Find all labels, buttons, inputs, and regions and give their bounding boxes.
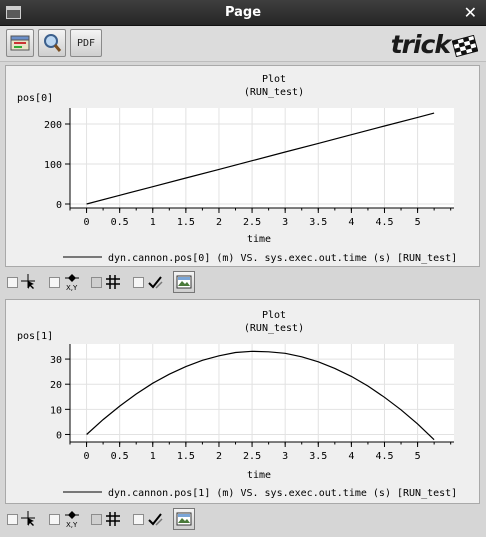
legend-entry: dyn.cannon.pos[0] (m) VS. sys.exec.out.t… — [108, 253, 457, 264]
plot-subtitle: (RUN_test) — [244, 323, 304, 334]
check-pencil-icon — [148, 276, 163, 289]
x-tick-label: 2.5 — [243, 451, 261, 462]
xy-readout-toggle[interactable]: X,Y — [49, 510, 81, 528]
crosshair-toggle[interactable] — [7, 510, 37, 528]
plot-1-canvas: Plot (RUN_test) pos[0] time dyn.cannon.p… — [17, 74, 457, 264]
x-tick-label: 1.5 — [177, 451, 195, 462]
crosshair-checkbox[interactable] — [7, 276, 18, 288]
plot-image-button[interactable] — [173, 271, 195, 293]
crosshair-cursor-icon — [21, 274, 35, 289]
y-axis-label: pos[1] — [17, 331, 53, 342]
y-tick-label: 30 — [50, 355, 62, 366]
x-tick-label: 2 — [216, 217, 222, 228]
x-tick-label: 1 — [150, 217, 156, 228]
x-tick-label: 2 — [216, 451, 222, 462]
close-icon[interactable]: ✕ — [463, 3, 477, 22]
y-tick-label: 20 — [50, 380, 62, 391]
x-tick-label: 4.5 — [375, 217, 393, 228]
svg-text:X,Y: X,Y — [66, 521, 78, 528]
window-titlebar[interactable]: Page ✕ — [0, 0, 486, 26]
grid-icon — [106, 275, 120, 289]
plot-area: 0 0.5 1 1.5 2 2.5 3 3.5 4 4.5 5 0 100 200 — [44, 108, 454, 228]
x-tick-label: 3.5 — [309, 217, 327, 228]
checkered-flag-icon — [452, 35, 478, 57]
antialias-toggle[interactable] — [133, 510, 163, 528]
y-tick-label: 0 — [56, 430, 62, 441]
plot-background — [70, 344, 454, 442]
picture-icon — [176, 512, 192, 526]
y-axis-label: pos[0] — [17, 93, 53, 104]
y-tick-label: 10 — [50, 405, 62, 416]
properties-icon — [10, 35, 30, 51]
y-tick-label: 100 — [44, 160, 62, 171]
x-tick-label: 0.5 — [111, 217, 129, 228]
plot-area: 0 0.5 1 1.5 2 2.5 3 3.5 4 4.5 5 0 10 20 30 — [50, 344, 454, 462]
settings-button[interactable] — [6, 29, 34, 57]
grid-toggle[interactable] — [91, 510, 121, 528]
plot-panel-2: Plot (RUN_test) pos[1] time dyn.cannon.p… — [5, 299, 480, 504]
x-tick-label: 4 — [348, 451, 354, 462]
xy-point-icon: X,Y — [65, 511, 79, 528]
picture-icon — [176, 275, 192, 289]
trick-logo: trick — [390, 30, 478, 59]
crosshair-checkbox[interactable] — [7, 513, 18, 525]
x-tick-label: 0 — [84, 451, 90, 462]
xy-point-icon: X,Y — [65, 274, 79, 291]
crosshair-cursor-icon — [21, 511, 35, 526]
x-tick-label: 5 — [415, 451, 421, 462]
x-axis-label: time — [247, 470, 271, 481]
plot-2-canvas: Plot (RUN_test) pos[1] time dyn.cannon.p… — [17, 310, 457, 499]
logo-text: trick — [390, 30, 451, 59]
x-tick-label: 1 — [150, 451, 156, 462]
x-tick-label: 3.5 — [309, 451, 327, 462]
toolbar: PDF — [0, 26, 486, 62]
series-line — [86, 350, 435, 441]
xy-readout-checkbox[interactable] — [49, 513, 60, 525]
y-tick-label: 200 — [44, 120, 62, 131]
plot-title: Plot — [262, 310, 286, 321]
svg-text:X,Y: X,Y — [66, 284, 78, 291]
magnifier-icon — [44, 34, 62, 52]
x-tick-label: 3 — [282, 451, 288, 462]
plot-subtitle: (RUN_test) — [244, 87, 304, 98]
pdf-button[interactable]: PDF — [70, 29, 102, 57]
antialias-checkbox[interactable] — [133, 276, 144, 288]
x-tick-label: 4 — [348, 217, 354, 228]
xy-readout-checkbox[interactable] — [49, 276, 60, 288]
grid-checkbox[interactable] — [91, 513, 102, 525]
x-tick-label: 1.5 — [177, 217, 195, 228]
x-tick-label: 5 — [415, 217, 421, 228]
grid-toggle[interactable] — [91, 273, 121, 291]
x-axis-label: time — [247, 234, 271, 245]
zoom-button[interactable] — [38, 29, 66, 57]
crosshair-toggle[interactable] — [7, 273, 37, 291]
check-pencil-icon — [148, 513, 163, 526]
x-tick-label: 4.5 — [375, 451, 393, 462]
plot-title: Plot — [262, 74, 286, 85]
antialias-checkbox[interactable] — [133, 513, 144, 525]
x-tick-label: 3 — [282, 217, 288, 228]
grid-icon — [106, 512, 120, 526]
series-line — [86, 112, 435, 205]
x-tick-label: 0.5 — [111, 451, 129, 462]
x-tick-label: 0 — [84, 217, 90, 228]
window-menu-icon[interactable] — [6, 6, 21, 19]
xy-readout-toggle[interactable]: X,Y — [49, 273, 81, 291]
plot-1-controls: X,Y — [0, 267, 486, 297]
x-tick-label: 2.5 — [243, 217, 261, 228]
grid-checkbox[interactable] — [91, 276, 102, 288]
legend-entry: dyn.cannon.pos[1] (m) VS. sys.exec.out.t… — [108, 488, 457, 499]
plot-panel-1: Plot (RUN_test) pos[0] time dyn.cannon.p… — [5, 65, 480, 267]
antialias-toggle[interactable] — [133, 273, 163, 291]
plot-image-button[interactable] — [173, 508, 195, 530]
plot-2-controls: X,Y — [0, 504, 486, 537]
window-title: Page — [224, 5, 262, 20]
y-tick-label: 0 — [56, 200, 62, 211]
